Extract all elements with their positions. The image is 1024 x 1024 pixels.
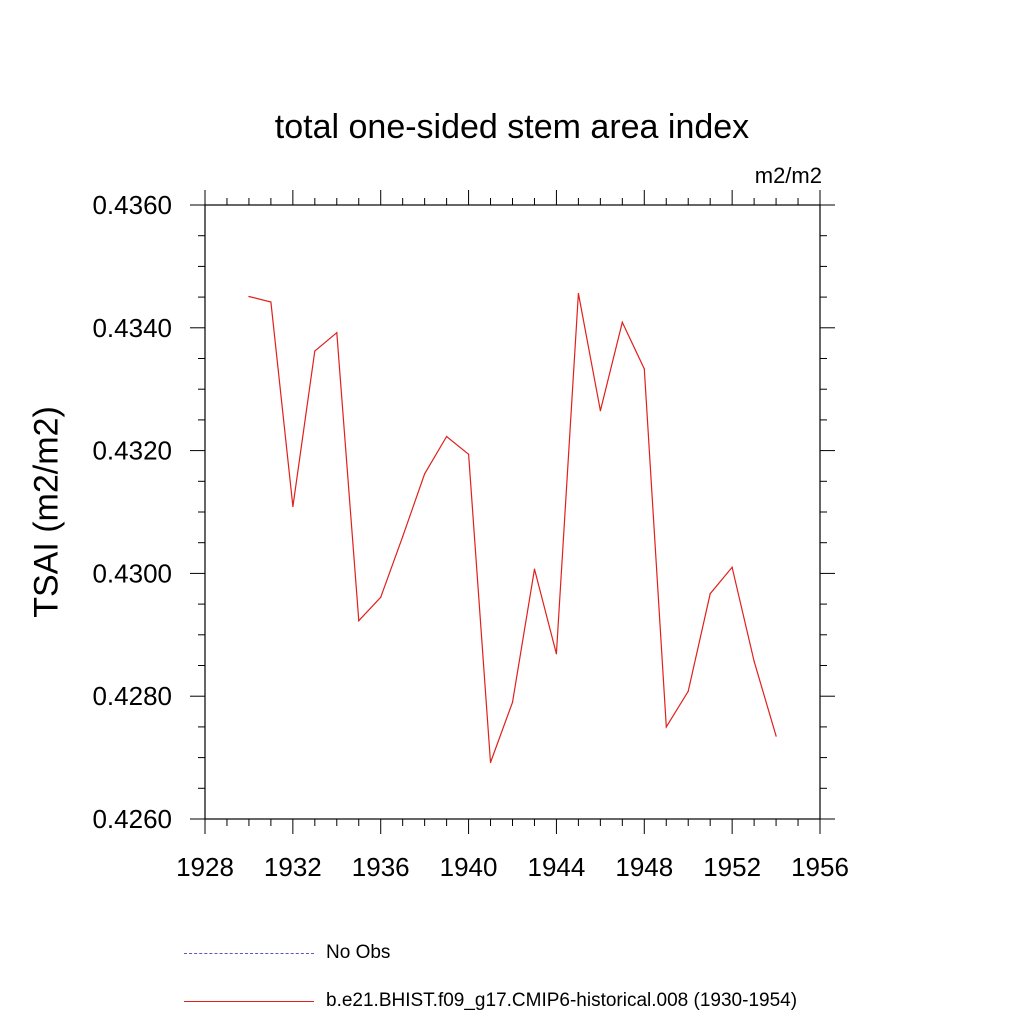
y-tick-label: 0.4280 xyxy=(92,681,172,711)
legend-item-model: b.e21.BHIST.f09_g17.CMIP6-historical.008… xyxy=(184,990,797,1012)
data-point xyxy=(665,726,667,728)
data-point xyxy=(643,368,645,370)
x-tick-label: 1928 xyxy=(176,852,234,882)
data-point xyxy=(753,660,755,662)
data-point xyxy=(555,653,558,655)
series-line xyxy=(248,293,777,763)
legend-swatch-dashed xyxy=(184,952,314,954)
x-tick-label: 1940 xyxy=(440,852,498,882)
data-point xyxy=(731,566,733,568)
y-tick-label: 0.4320 xyxy=(92,436,172,466)
x-tick-label: 1948 xyxy=(615,852,673,882)
chart-title: total one-sided stem area index xyxy=(274,108,750,146)
data-point xyxy=(248,295,250,298)
legend-label-no-obs: No Obs xyxy=(326,942,391,963)
data-point xyxy=(292,505,294,508)
x-tick-label: 1956 xyxy=(791,852,849,882)
data-point xyxy=(687,690,689,692)
x-tick-label: 1952 xyxy=(703,852,761,882)
y-tick-label: 0.4300 xyxy=(92,558,172,588)
data-point xyxy=(533,568,536,570)
y-tick-label: 0.4360 xyxy=(92,190,172,220)
data-point xyxy=(336,332,338,334)
data-point xyxy=(314,350,316,352)
legend-item-no-obs: No Obs xyxy=(184,942,390,964)
data-point xyxy=(709,593,711,595)
data-point xyxy=(599,410,601,412)
data-point xyxy=(402,535,404,538)
data-point xyxy=(489,761,492,764)
y-tick-label: 0.4340 xyxy=(92,313,172,343)
x-tick-label: 1932 xyxy=(264,852,322,882)
data-point xyxy=(511,701,514,703)
legend-label-model: b.e21.BHIST.f09_g17.CMIP6-historical.008… xyxy=(326,990,798,1011)
data-point xyxy=(467,453,470,455)
x-tick-label: 1944 xyxy=(528,852,586,882)
data-point xyxy=(380,596,382,598)
data-point xyxy=(270,301,272,303)
data-point xyxy=(358,620,360,622)
plot-frame xyxy=(204,204,821,820)
x-tick-label: 1936 xyxy=(352,852,410,882)
data-point xyxy=(621,321,623,323)
legend-swatch-solid xyxy=(184,1000,314,1002)
y-tick-label: 0.4260 xyxy=(92,804,172,834)
units-label: m2/m2 xyxy=(754,163,822,188)
data-point xyxy=(446,435,448,438)
data-point xyxy=(424,473,426,475)
data-point xyxy=(577,292,579,295)
data-point xyxy=(775,735,777,737)
